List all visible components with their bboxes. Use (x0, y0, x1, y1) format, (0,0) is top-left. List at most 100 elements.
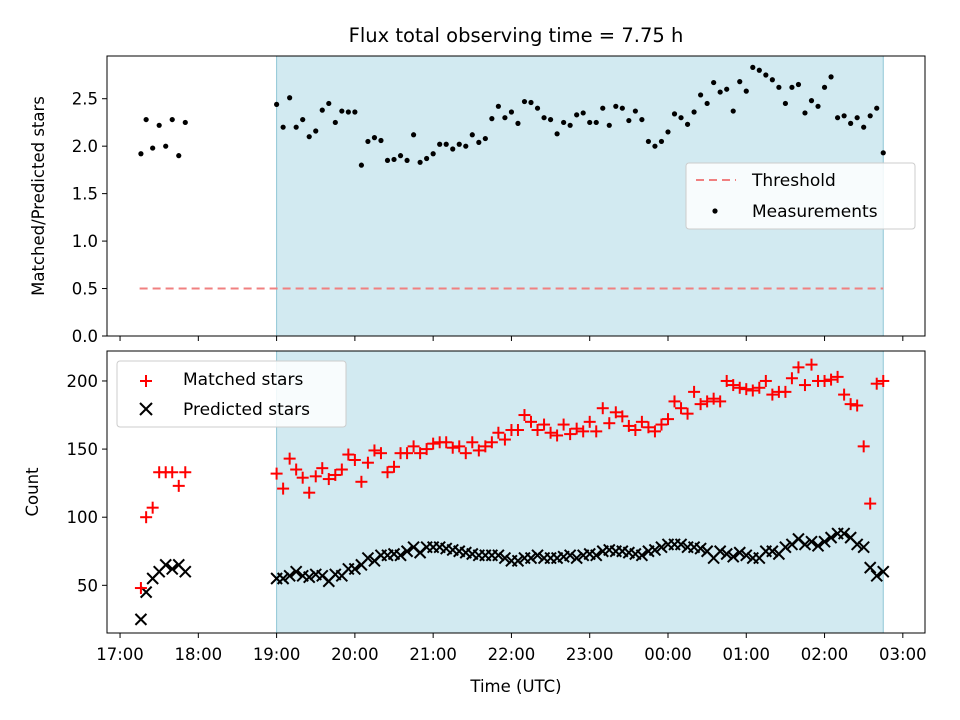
x-tick-label: 17:00 (96, 645, 144, 664)
predicted-legend-label: Predicted stars (183, 400, 310, 420)
measurement-point (600, 105, 606, 111)
matched-star-point (134, 582, 147, 595)
matched-star-point (570, 422, 583, 435)
measurement-point (443, 141, 449, 147)
predicted-star-point (837, 527, 851, 540)
matched-star-point (303, 486, 316, 499)
measurement-point (834, 115, 841, 121)
matched-star-point (498, 433, 511, 446)
measurement-point (776, 84, 782, 90)
measurement-point (704, 100, 710, 107)
measurement-point (469, 132, 475, 138)
matched-star-point (166, 466, 179, 479)
matched-star-point (316, 462, 329, 475)
matched-star-point (681, 407, 694, 420)
matched-star-point (825, 373, 838, 386)
matched-star-point (466, 436, 479, 449)
ratio-panel: 0.0 0.5 1.0 1.5 2.0 2.5 Matched/Predicted sta… (29, 55, 926, 346)
measurement-point (384, 157, 391, 164)
measurement-point (138, 151, 144, 157)
x-tick-label: 20:00 (331, 645, 379, 664)
matched-star-point (753, 381, 766, 394)
x-tick-label: 03:00 (879, 645, 927, 664)
predicted-star-point (635, 549, 649, 562)
predicted-star-point (648, 543, 662, 557)
matched-star-point (642, 421, 655, 434)
measurement-point (821, 84, 828, 90)
measurement-point (332, 119, 338, 126)
count-y-axis-label: Count (23, 467, 42, 517)
measurement-point (150, 145, 156, 151)
matched-star-point (733, 381, 746, 394)
matched-star-point (348, 453, 361, 466)
measurement-point (724, 86, 730, 92)
measurement-point (391, 156, 397, 163)
measurement-point (430, 151, 436, 157)
predicted-star-point (159, 558, 172, 572)
measurement-point (365, 138, 371, 145)
predicted-star-point (179, 565, 192, 578)
matched-star-point (479, 440, 492, 453)
measurement-point (456, 141, 462, 147)
ratio-legend-box (685, 162, 916, 230)
predicted-star-point (877, 565, 890, 578)
threshold-legend-label: Threshold (751, 171, 836, 191)
measurement-point (606, 122, 612, 128)
measurement-point (756, 67, 762, 73)
x-tick-label: 21:00 (409, 645, 457, 664)
measurement-point (750, 64, 756, 70)
measurement-point (417, 159, 423, 165)
predicted-star-point (733, 546, 746, 559)
measurement-point (678, 115, 684, 121)
measurement-point (815, 103, 821, 109)
predicted-star-point (276, 572, 290, 585)
matched-star-point (596, 402, 609, 415)
matched-star-point (779, 385, 792, 398)
matched-star-point (329, 468, 342, 481)
matched-star-point (446, 441, 459, 454)
matched-star-point (492, 426, 505, 439)
matched-star-point (877, 374, 890, 387)
predicted-star-point (361, 551, 375, 565)
matched-star-point (342, 448, 355, 461)
matched-star-point (564, 428, 577, 441)
x-tick-label: 02:00 (801, 645, 849, 664)
ratio-y-tick-label: 0.5 (72, 280, 98, 299)
measurement-point (730, 108, 736, 114)
measurement-point (671, 111, 678, 117)
measurement-point (619, 105, 625, 111)
predicted-star-point (283, 569, 296, 582)
measurement-point (587, 119, 593, 126)
predicted-star-point (720, 547, 733, 561)
measurement-point (495, 103, 501, 109)
matched-star-point (635, 415, 648, 428)
measurement-point (652, 143, 658, 149)
count-y-tick-label: 150 (67, 440, 99, 459)
x-axis-label: Time (UTC) (469, 677, 561, 696)
predicted-star-point (766, 545, 779, 558)
predicted-star-point (348, 562, 362, 576)
predicted-stars-points (134, 527, 890, 626)
matched-star-point (140, 511, 153, 524)
measurement-point (632, 108, 638, 114)
predicted-star-point (798, 538, 812, 551)
matched-star-point (368, 444, 381, 457)
matched-star-point (277, 482, 290, 495)
matched-legend-label: Matched stars (183, 370, 303, 390)
measurement-point (567, 122, 573, 128)
predicted-star-point (166, 562, 179, 576)
measurement-point (182, 119, 188, 126)
predicted-star-point (857, 540, 870, 554)
measurement-point (861, 124, 867, 130)
matched-star-point (401, 447, 414, 460)
ratio-legend: Threshold Measurements (685, 162, 916, 230)
matched-star-point (648, 425, 661, 438)
x-tick-label: 01:00 (722, 645, 770, 664)
predicted-star-point (524, 551, 538, 565)
predicted-star-point (674, 538, 688, 551)
predicted-star-point (850, 538, 864, 551)
measurement-point (795, 81, 802, 88)
matched-star-point (766, 388, 779, 401)
count-shaded-span (276, 350, 884, 634)
measurement-point (521, 98, 528, 105)
